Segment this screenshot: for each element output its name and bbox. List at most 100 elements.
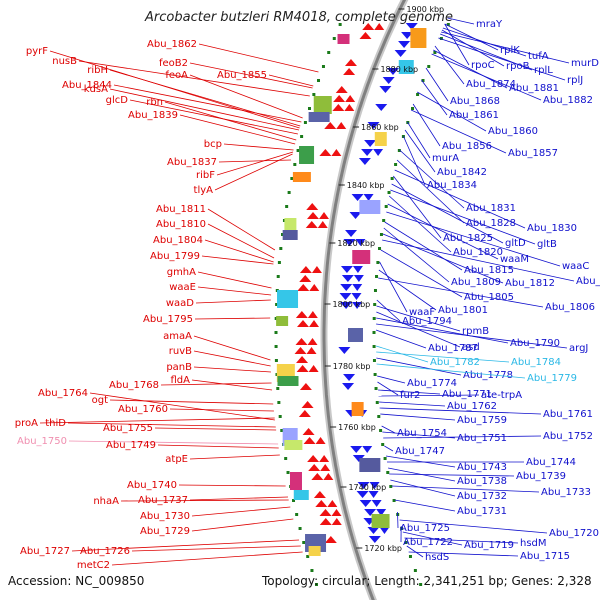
gene-label: Abu_1755 (103, 423, 153, 434)
guide-dot-inner (433, 51, 437, 54)
gene-labels: pyrF nusB Abu_1862 feoB2 ribH feoA Abu_1855kds… (15, 17, 600, 571)
gene-label: atpE (165, 454, 188, 465)
gene-arrow-left (374, 23, 385, 30)
connector-line (154, 427, 277, 431)
gene-label: Abu_1750 (17, 436, 67, 447)
connector-line (377, 375, 406, 384)
gene-arrow-left (331, 149, 342, 156)
connector-line (376, 351, 510, 363)
gene-arrow-right (355, 239, 366, 246)
guide-dot-inner (446, 23, 450, 26)
gene-arrow-right (364, 140, 377, 147)
guide-dot-inner (400, 527, 404, 530)
guide-dot-inner (394, 163, 398, 166)
guide-dot-inner (411, 107, 415, 110)
connector-line (376, 323, 568, 349)
gene-label: Abu_1722 (403, 537, 453, 548)
gene-label: feoA (165, 70, 188, 81)
gene-arrow-left (318, 212, 329, 219)
gene-arrow-left (296, 365, 309, 372)
connector-line (71, 539, 300, 552)
gene-arrow-left (308, 365, 319, 372)
gene-label: Abu_1733 (541, 487, 591, 498)
guide-dot-outer (285, 205, 289, 208)
guide-dot-inner (373, 289, 377, 292)
guide-dot-outer (332, 37, 336, 40)
gene-label: murD (571, 58, 599, 69)
scale-label: 1840 kbp (347, 181, 385, 190)
connector-line (68, 440, 279, 445)
connector-line (380, 249, 463, 298)
gene-arrow-right (340, 302, 353, 309)
guide-dot-inner (375, 401, 379, 404)
connector-line (191, 518, 294, 532)
gene-arrow-left (308, 320, 319, 327)
guide-dot-inner (378, 247, 382, 250)
connector-line (447, 17, 475, 25)
gene-label: Abu_1844 (62, 80, 112, 91)
gene-label: Abu_1825 (443, 233, 493, 244)
scale-label: 1720 kbp (364, 544, 402, 553)
guide-dot-inner (379, 429, 383, 432)
connector-line (438, 37, 566, 81)
gene-label: argJ (569, 343, 588, 354)
guide-dot-outer (307, 107, 311, 110)
connector-line (387, 203, 499, 260)
connector-line (378, 389, 441, 395)
gene-label: Abu_1759 (457, 415, 507, 426)
gene-label: Abu_1812 (505, 278, 555, 289)
guide-dot-outer (312, 93, 316, 96)
connector-line (197, 286, 272, 296)
gene-arrow-left (323, 473, 334, 480)
gene-arrow-right (352, 302, 363, 309)
gene-arrow-left (306, 203, 319, 210)
guide-dot-outer (274, 331, 278, 334)
connector-line (440, 31, 570, 64)
connector-line (157, 444, 279, 449)
gene-arrow-right (342, 383, 355, 390)
connector-line (218, 159, 292, 163)
guide-dot-inner (384, 205, 388, 208)
gene-arrow-left (343, 68, 356, 75)
gene-label: Abu_1831 (466, 203, 516, 214)
gene-arrow-right (376, 509, 387, 516)
feature-box (352, 250, 371, 264)
gene-arrow-left (311, 266, 322, 273)
connector-line (386, 211, 561, 267)
connector-line (441, 29, 505, 67)
gene-arrow-left (308, 464, 321, 471)
feature-box (293, 490, 309, 500)
connector-line (416, 91, 487, 132)
gene-arrow-left (319, 455, 330, 462)
gene-arrow-left (332, 104, 345, 111)
gene-label: waaE (169, 282, 196, 293)
gene-label: ogt (92, 395, 108, 406)
topology-text: Topology: circular; Length: 2,341,251 bp… (261, 574, 592, 588)
gene-label: Abu_1761 (543, 409, 593, 420)
feature-box (313, 96, 332, 114)
gene-arrow-left (303, 437, 316, 444)
connector-line (214, 153, 293, 191)
guide-dot-outer (274, 359, 278, 362)
feature-box (292, 172, 311, 182)
gene-label: Abu_1804 (153, 235, 203, 246)
guide-dot-inner (379, 233, 383, 236)
gene-label: thiD (45, 418, 66, 429)
connector-line (191, 506, 291, 517)
connector-line (425, 67, 449, 102)
gene-arrow-right (382, 77, 395, 84)
gene-arrow-right (351, 293, 362, 300)
gene-arrow-left (319, 518, 332, 525)
guide-dot-inner (372, 317, 376, 320)
guide-dot-outer (293, 163, 297, 166)
gene-label: Abu_1751 (457, 433, 507, 444)
connector-line (444, 23, 499, 51)
connector-line (394, 499, 456, 512)
gene-arrow-right (364, 509, 377, 516)
connector-line (223, 143, 294, 151)
gene-label: gltD (505, 238, 526, 249)
connector-line (49, 50, 300, 129)
connector-line (189, 62, 313, 89)
connector-line (197, 271, 272, 289)
